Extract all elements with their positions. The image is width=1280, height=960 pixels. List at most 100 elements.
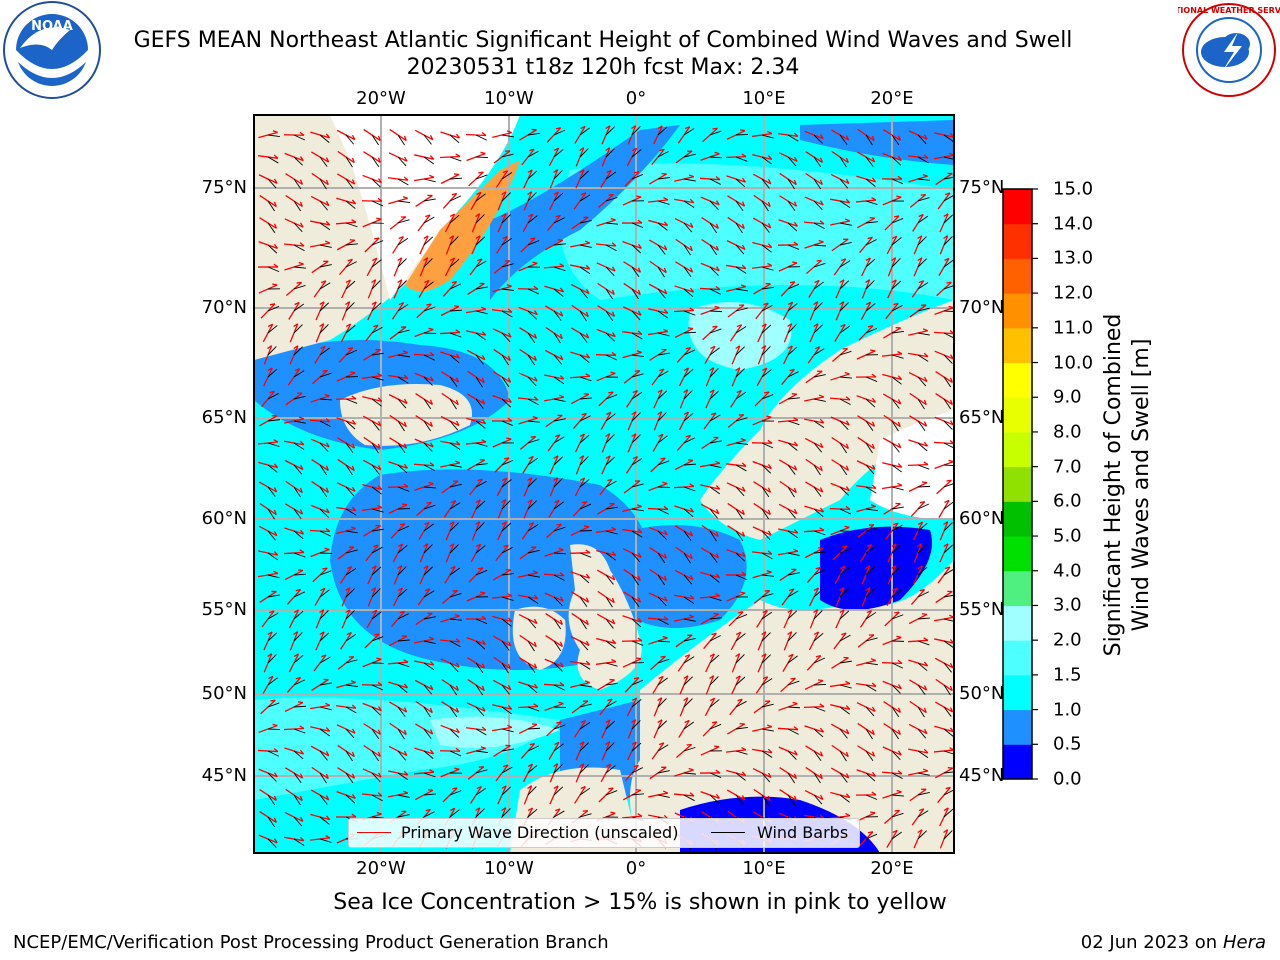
wind-barb (423, 281, 434, 290)
wind-barb (293, 552, 306, 558)
lat-label-right: 50°N (959, 683, 1005, 704)
wind-barb (345, 243, 358, 246)
wind-barb (943, 194, 954, 202)
wave-direction-arrowhead (481, 615, 487, 620)
wind-barb (657, 126, 668, 136)
wind-barb (683, 222, 693, 233)
wind-barb (345, 156, 353, 168)
wind-barb (683, 463, 697, 466)
wind-barb (865, 566, 875, 576)
wave-direction-arrowhead (299, 773, 304, 779)
wave-direction-arrowhead (736, 389, 742, 394)
wind-barb (787, 610, 798, 620)
wind-barb (943, 640, 954, 649)
wind-barb-legend-label: Wind Barbs (757, 823, 849, 842)
wind-barb (449, 522, 459, 532)
wave-direction-arrowhead (429, 707, 433, 713)
wave-direction-arrowhead (689, 245, 693, 251)
wave-direction-arrowhead (793, 241, 799, 246)
wave-direction-arrowhead (741, 531, 746, 537)
wind-barb (839, 442, 848, 454)
wave-direction-arrowhead (611, 289, 615, 295)
wind-barb (371, 728, 380, 740)
wave-direction-arrowhead (793, 548, 799, 552)
wind-barb (449, 376, 458, 387)
wind-barb (631, 412, 641, 422)
wave-direction-arrowhead (918, 280, 924, 284)
wave-direction-arrowhead (871, 729, 875, 735)
wave-direction-arrowhead (684, 126, 690, 130)
wind-barb (709, 699, 720, 708)
wave-direction-arrowhead (399, 610, 405, 614)
wind-barb (423, 306, 436, 312)
wave-direction-arrowhead (709, 675, 715, 680)
wave-direction-arrowhead (532, 261, 538, 264)
wave-direction-arrowhead (819, 773, 823, 779)
wind-barb (553, 684, 565, 691)
wave-direction-arrowhead (814, 346, 821, 350)
wave-direction-arrowhead (403, 707, 408, 713)
wind-barb (657, 460, 670, 466)
wind-barb (657, 794, 670, 798)
wind-barb (553, 478, 563, 488)
wave-direction-arrowhead (637, 813, 643, 817)
wind-barb (891, 218, 904, 224)
wave-direction-arrowhead (636, 657, 642, 660)
wave-direction-arrowhead (767, 262, 773, 267)
wind-barb (683, 552, 691, 564)
wind-barb (683, 331, 697, 334)
wave-direction-arrowhead (923, 461, 929, 466)
wave-direction-arrowhead (402, 350, 408, 354)
wind-barb (917, 792, 930, 796)
wind-barb (397, 200, 410, 203)
wave-direction-arrowhead (481, 726, 487, 731)
wave-direction-arrowhead (815, 566, 821, 570)
wave-direction-arrowhead (553, 785, 559, 790)
wind-barb (293, 200, 302, 212)
wave-direction-arrowhead (403, 443, 408, 449)
wind-barb (319, 200, 329, 211)
wind-barb (501, 618, 512, 627)
wave-direction-arrowhead (401, 635, 407, 637)
wave-direction-arrowhead (741, 177, 747, 183)
wind-barb (501, 172, 513, 180)
wind-barb (891, 442, 900, 453)
wind-barb (735, 633, 746, 642)
wave-direction-arrowhead (663, 328, 669, 333)
colorbar-tick-label: 14.0 (1053, 213, 1094, 235)
wind-barb (579, 194, 591, 202)
wind-barb (319, 750, 328, 761)
wave-direction-arrowhead (637, 243, 642, 249)
wind-barb (501, 134, 514, 138)
wind-barb (865, 794, 878, 800)
nws-logo-text: NATIONAL WEATHER SERVICE (1178, 6, 1280, 15)
wave-direction-arrowhead (897, 135, 902, 141)
wave-direction-arrowhead (585, 660, 591, 666)
wind-barb (371, 352, 384, 356)
wind-barb (917, 332, 930, 336)
wave-direction-arrowhead (636, 350, 642, 353)
wind-barb (865, 258, 876, 268)
wind-barb (787, 303, 798, 312)
wind-barb (787, 371, 799, 378)
wave-direction-arrowhead (637, 637, 643, 642)
wave-direction-arrowhead (918, 213, 924, 218)
wave-direction-arrowhead (663, 309, 669, 314)
wind-barb (501, 786, 512, 796)
wave-direction-arrowhead (949, 685, 953, 691)
wind-barb (683, 437, 696, 444)
wave-direction-arrowhead (845, 198, 851, 204)
wind-barb (943, 134, 954, 143)
wind-barb (865, 527, 878, 532)
wave-direction-arrowhead (787, 631, 793, 636)
wind-barb (787, 508, 796, 519)
wave-direction-arrowhead (299, 156, 304, 161)
wind-barb (631, 222, 644, 229)
wind-barb (553, 764, 563, 774)
wave-direction-arrowhead (533, 641, 537, 647)
wave-direction-arrowhead (946, 281, 952, 284)
wave-direction-arrowhead (377, 465, 382, 471)
wind-barb (813, 588, 824, 598)
wind-barb (657, 332, 670, 337)
wind-barb (761, 222, 770, 233)
